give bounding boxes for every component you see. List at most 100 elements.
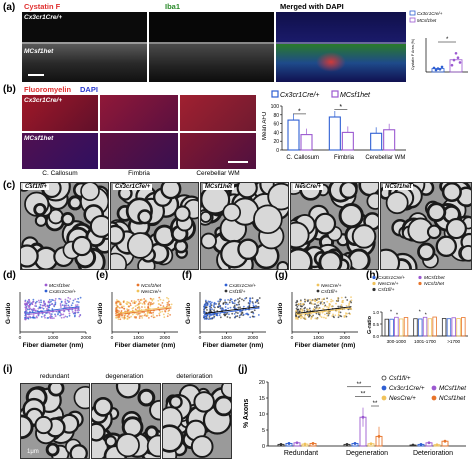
data-point: [129, 304, 132, 307]
data-point: [40, 301, 43, 304]
caption-cwm: Cerebellar WM: [196, 170, 240, 177]
data-point: [74, 308, 77, 311]
data-point: [166, 315, 169, 318]
data-point: [248, 302, 251, 305]
legend-marker: [431, 395, 437, 401]
em-degeneration: [91, 383, 161, 459]
data-point: [324, 313, 326, 316]
axon-profile: [93, 397, 113, 417]
data-point: [44, 305, 47, 308]
y-tick-label: 100: [271, 104, 280, 110]
data-point: [37, 307, 40, 310]
em-image-2: Cx3cr1Cre/+: [110, 182, 199, 270]
data-point: [234, 316, 237, 318]
data-point: [331, 305, 334, 308]
data-point: [299, 299, 302, 302]
data-point: [130, 315, 133, 318]
data-point: [316, 317, 319, 320]
data-point: [68, 312, 71, 315]
data-point: [138, 300, 141, 303]
sig-star: **: [361, 391, 366, 397]
data-point: [347, 308, 350, 311]
data-point: [135, 313, 138, 315]
axon-profile: [115, 384, 141, 399]
data-point: [48, 311, 51, 314]
data-point: [151, 303, 154, 305]
caption-redundant: redundant: [39, 373, 70, 380]
data-point: [321, 311, 324, 314]
legend-swatch-ctrl: [409, 10, 416, 16]
em-texture: [201, 183, 288, 269]
data-point: [336, 299, 339, 302]
data-point: [133, 316, 136, 318]
axon-profile: [351, 224, 377, 249]
data-point: [318, 300, 320, 303]
data-point: [137, 298, 140, 301]
data-point: [210, 306, 213, 309]
axon-profile: [92, 422, 106, 442]
data-point: [126, 309, 129, 312]
data-point: [51, 307, 54, 310]
data-point: [218, 302, 221, 305]
axon-profile: [201, 210, 212, 223]
data-point: [336, 297, 339, 299]
bar: [287, 119, 300, 151]
data-point: [38, 301, 41, 304]
data-point: [295, 441, 299, 445]
bar: [461, 317, 466, 337]
panel-j-label: (j): [238, 364, 248, 375]
em-texture: [163, 384, 231, 458]
data-point: [156, 314, 158, 317]
data-point: [162, 305, 165, 308]
data-point: [130, 300, 133, 302]
data-point: [28, 301, 31, 304]
data-point: [346, 312, 348, 315]
data-point: [115, 306, 118, 309]
data-point: [432, 66, 436, 70]
data-point: [46, 305, 49, 308]
legend-marker: [381, 395, 387, 401]
data-point: [312, 308, 315, 311]
bar: [403, 317, 409, 337]
data-point: [309, 298, 311, 301]
data-point: [59, 304, 62, 307]
data-point: [350, 296, 352, 298]
data-point: [118, 310, 120, 313]
data-point: [314, 303, 316, 306]
panel-f-label: (f): [182, 270, 192, 281]
data-point: [139, 302, 142, 305]
data-point: [303, 309, 306, 312]
data-point: [141, 315, 144, 317]
data-point: [257, 314, 260, 316]
axon-profile: [222, 203, 242, 222]
axon-profile: [137, 209, 153, 225]
axon-profile: [34, 415, 53, 435]
data-point: [208, 315, 211, 317]
sig-star: *: [390, 310, 392, 316]
axon-profile: [126, 232, 154, 259]
data-point: [158, 296, 161, 299]
x-axis-title: Fiber diameter (nm): [23, 342, 84, 349]
micrograph-cystatin: Cx3cr1Cre/+ MCsf1het: [22, 12, 147, 82]
y-tick-label: 0.0: [373, 334, 380, 339]
data-point: [343, 315, 346, 317]
data-point: [254, 301, 257, 304]
axon-profile: [21, 414, 34, 440]
axon-profile: [60, 212, 75, 227]
data-point: [76, 311, 79, 314]
data-point: [454, 52, 458, 55]
data-point: [307, 308, 310, 311]
data-point: [52, 317, 55, 319]
data-point: [68, 310, 70, 313]
x-tick-label: 1001-1700: [414, 339, 436, 344]
data-point: [50, 313, 53, 316]
data-point: [43, 300, 45, 303]
em-texture: [291, 183, 378, 269]
axon-profile: [213, 395, 231, 417]
data-point: [125, 303, 128, 306]
data-point: [297, 303, 300, 305]
axon-profile: [111, 224, 126, 245]
data-point: [328, 303, 331, 305]
